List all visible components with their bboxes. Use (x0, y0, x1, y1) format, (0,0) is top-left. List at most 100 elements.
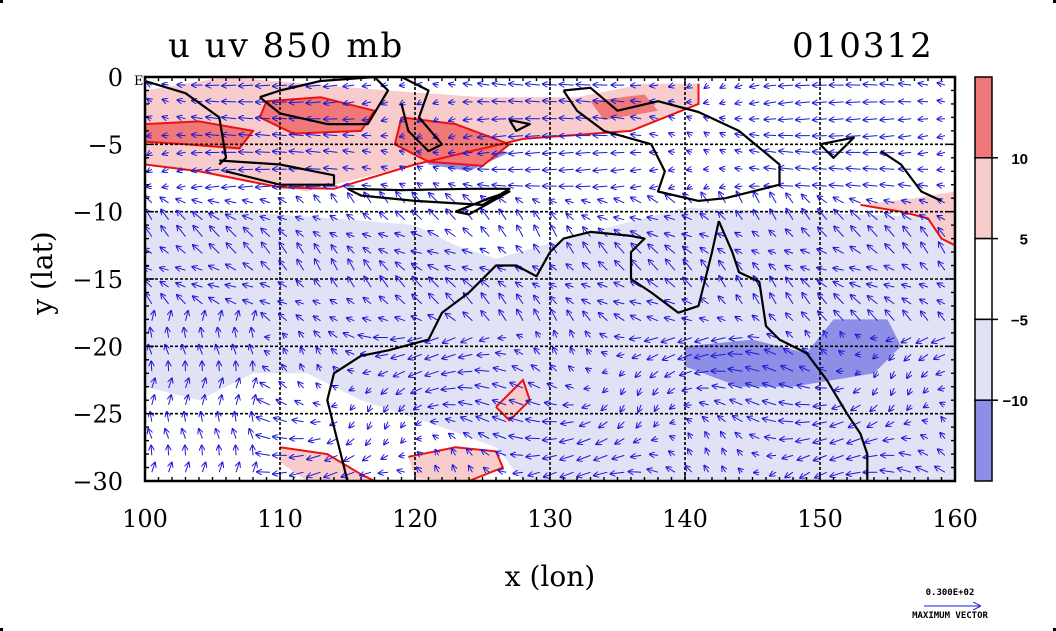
wind-vector (851, 404, 861, 410)
wind-vector (818, 280, 828, 288)
wind-vector (380, 276, 389, 288)
coastline (717, 220, 869, 481)
wind-vector (469, 466, 473, 473)
wind-vector (167, 412, 169, 422)
wind-vector (192, 284, 203, 287)
wind-vector (364, 214, 372, 221)
wind-vector (737, 276, 743, 288)
colorbar-label: −10 (1003, 393, 1028, 410)
wind-vector (332, 349, 338, 355)
wind-vector (720, 133, 725, 136)
wind-vector (236, 311, 239, 321)
wind-vector (452, 449, 456, 456)
wind-vector (184, 412, 186, 422)
wind-vector (817, 249, 828, 254)
wind-vector (886, 422, 895, 426)
wind-vector (814, 405, 827, 407)
wind-vector (277, 400, 288, 406)
wind-vector (583, 312, 591, 322)
wind-vector (480, 268, 490, 271)
wind-vector (442, 388, 456, 390)
wind-vector (651, 370, 659, 377)
wind-vector (379, 249, 389, 253)
wind-vector (735, 317, 743, 321)
wind-vector (847, 119, 861, 120)
wind-vector (380, 213, 389, 221)
wind-vector (594, 454, 608, 460)
wind-vector (830, 102, 844, 103)
wind-vector (391, 353, 406, 358)
wind-vector (834, 294, 844, 305)
wind-vector (598, 216, 608, 219)
wind-vector (363, 318, 372, 321)
wind-vector (256, 186, 270, 187)
wind-vector (631, 281, 642, 288)
wind-vector (938, 169, 945, 170)
plot-area (145, 77, 955, 481)
wind-vector (186, 378, 189, 389)
wind-vector (385, 421, 388, 429)
wind-vector (818, 227, 828, 237)
wind-vector (236, 463, 239, 473)
wind-vector (720, 186, 725, 188)
wind-vector (253, 378, 256, 389)
wind-vector (863, 136, 878, 137)
x-tick-label: 140 (662, 505, 708, 533)
wind-vector (885, 226, 895, 237)
wind-vector (730, 400, 743, 406)
wind-vector (463, 279, 473, 288)
wind-vector (705, 132, 709, 135)
wind-vector (746, 352, 760, 355)
wind-vector (169, 311, 172, 321)
wind-vector (695, 354, 709, 357)
x-axis-label: x (lon) (505, 560, 595, 593)
wind-vector (884, 285, 895, 288)
wind-vector (817, 268, 827, 271)
wind-vector (847, 136, 861, 137)
wind-vector (363, 167, 372, 169)
wind-vector (459, 402, 473, 405)
wind-vector (256, 152, 270, 153)
wind-vector (449, 168, 456, 169)
wind-vector (481, 311, 490, 322)
wind-vector (780, 384, 794, 389)
wind-vector (534, 225, 541, 237)
wind-vector (435, 450, 438, 456)
wind-vector (796, 185, 810, 186)
wind-vector (753, 263, 760, 271)
wind-vector (251, 328, 253, 338)
wind-vector (818, 293, 828, 305)
wind-vector (265, 337, 270, 338)
wind-vector (202, 395, 205, 406)
wind-vector (177, 226, 186, 237)
wind-vector (830, 119, 844, 120)
wind-vector (688, 433, 691, 438)
wind-vector (903, 265, 912, 271)
wind-vector (550, 213, 558, 221)
wind-vector (192, 169, 203, 171)
wind-vector (478, 119, 490, 120)
wind-vector (706, 448, 709, 456)
wind-vector (192, 200, 203, 203)
wind-vector (446, 419, 456, 422)
wind-vector (411, 387, 423, 393)
wind-vector (720, 85, 725, 88)
wind-vector (226, 264, 237, 271)
wind-vector (464, 84, 473, 86)
wind-vector (218, 412, 220, 422)
corner-tag: E (134, 74, 144, 89)
wind-vector (765, 437, 777, 439)
wind-vector (648, 301, 659, 304)
wind-vector (515, 350, 524, 354)
wind-vector (449, 434, 456, 439)
wind-vector (351, 405, 355, 410)
wind-vector (290, 134, 304, 135)
corner-dot (0, 628, 3, 631)
wind-vector (700, 318, 709, 321)
wind-vector (363, 102, 372, 104)
wind-vector (449, 184, 456, 186)
wind-vector (396, 262, 406, 271)
wind-vector (499, 282, 507, 288)
wind-vector (510, 400, 524, 406)
wind-vector (800, 367, 811, 372)
